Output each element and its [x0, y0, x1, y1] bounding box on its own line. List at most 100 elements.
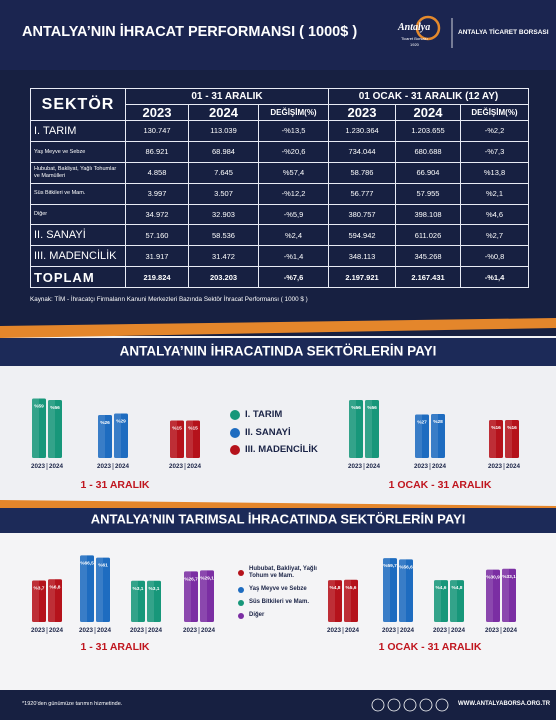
bar-shine: [365, 400, 372, 458]
table-row: III. MADENCİLİK 31.917 31.472 -%1,4 348.113 3…: [30, 245, 529, 268]
cell: 58.786: [328, 161, 396, 184]
period-header: 01 - 31 ARALIK: [125, 88, 329, 105]
value-label: %26,7: [184, 576, 198, 582]
category-label: 2023: [31, 463, 46, 470]
cell: 66.904: [395, 161, 461, 184]
cell: -%20,6: [258, 140, 329, 163]
value-label: %27: [417, 420, 427, 426]
value-label: %59: [34, 404, 44, 410]
bar-shine: [486, 569, 493, 622]
bar: [328, 580, 342, 622]
bar: [131, 580, 145, 622]
category-label: 2023: [31, 627, 46, 634]
value-label: %4,8: [452, 585, 463, 591]
bar-shine: [96, 557, 103, 622]
category-label: 2024: [49, 463, 64, 470]
legend-swatch: [230, 445, 240, 456]
legend-label: III. MADENCİLİK: [245, 444, 318, 455]
bar: [200, 570, 214, 622]
icon: [419, 698, 433, 712]
legend-item: I. TARIM: [230, 409, 318, 421]
value-label: %29: [116, 419, 126, 425]
category-label: 2024: [115, 463, 130, 470]
value-label: %26: [100, 420, 110, 426]
logo-sub: Ticaret Borsası: [401, 36, 428, 41]
category-label: 2023: [488, 463, 503, 470]
legend-label: Hububat, Bakliyat, Yağlı Tohum ve Mam.: [249, 566, 317, 579]
cell: 7.645: [188, 161, 259, 184]
legend-swatch: [238, 586, 244, 593]
cell: -%2,2: [460, 120, 529, 142]
bar: [186, 420, 200, 458]
icon: [403, 698, 417, 712]
bar: [434, 580, 448, 622]
legend-item: Diğer: [238, 612, 329, 619]
legend-swatch: [230, 427, 240, 438]
bar: [486, 569, 500, 622]
value-label: %66,5: [80, 560, 94, 566]
bar-shine: [415, 414, 422, 458]
cell: 594.942: [328, 224, 396, 247]
bar: [147, 580, 161, 622]
value-label: %3,1: [133, 586, 144, 592]
category-label: 2023: [348, 463, 363, 470]
chart-caption: 1 - 31 ARALIK: [80, 479, 149, 491]
category-label: 2023: [183, 627, 198, 634]
cell: %57,4: [258, 161, 329, 184]
bar: [32, 580, 46, 622]
cell: 56.777: [328, 182, 396, 205]
cell: -%7,3: [460, 140, 529, 163]
cell: -%1,4: [460, 266, 529, 289]
bar-shine: [434, 580, 441, 622]
bar-shine: [131, 580, 138, 622]
row-label: Diğer: [30, 203, 126, 226]
section-title: ANTALYA’NIN İHRACATINDA SEKTÖRLERİN PAYI: [120, 344, 437, 359]
category-label: 2023: [130, 627, 145, 634]
cell: 2.197.921: [328, 266, 396, 289]
column-header: 2024: [395, 104, 461, 121]
legend: I. TARIM II. SANAYİ III. MADENCİLİK: [230, 409, 318, 456]
bar-shine: [399, 559, 406, 622]
cell: 34.972: [125, 203, 189, 226]
bar: [365, 400, 379, 458]
legend: Hububat, Bakliyat, Yağlı Tohum ve Mam. Ya…: [238, 566, 329, 619]
bar: [98, 415, 112, 458]
cell: 68.984: [188, 140, 259, 163]
column-header: 2024: [188, 104, 259, 121]
cell: -%0,8: [460, 245, 529, 268]
table-row: Diğer 34.972 32.903 -%5,9 380.757 398.108 %4,6: [30, 203, 529, 226]
bar-shine: [186, 420, 193, 458]
cell: -%12,2: [258, 182, 329, 205]
legend-swatch: [230, 410, 240, 421]
cell: 58.536: [188, 224, 259, 247]
legend-label: II. SANAYİ: [245, 426, 291, 438]
column-header: DEĞİŞİM(%): [258, 104, 329, 121]
legend-item: II. SANAYİ: [230, 426, 318, 439]
category-label: 2024: [201, 627, 216, 634]
legend-label: I. TARIM: [245, 409, 283, 420]
bar: [48, 579, 62, 622]
org-name: ANTALYA TİCARET BORSASI: [458, 29, 549, 36]
bar-shine: [349, 400, 356, 458]
cell: 611.026: [395, 224, 461, 247]
cell: 1.203.655: [395, 120, 461, 142]
value-label: %3,1: [149, 586, 160, 592]
category-label: 2024: [451, 627, 466, 634]
cell: 31.917: [125, 245, 189, 268]
cell: 113.039: [188, 120, 259, 142]
cell: 380.757: [328, 203, 396, 226]
category-label: 2023: [414, 463, 429, 470]
value-label: %16: [507, 425, 517, 431]
legend-label: Diğer: [249, 612, 265, 618]
row-label: Hububat, Bakliyat, Yağlı Tohumlar ve Mam…: [30, 161, 126, 184]
bar-shine: [170, 420, 177, 458]
column-header: 2023: [328, 104, 396, 121]
row-label: I. TARIM: [30, 120, 126, 142]
table-row: Hububat, Bakliyat, Yağlı Tohumlar ve Mam…: [30, 161, 529, 184]
bar-shine: [114, 413, 121, 458]
